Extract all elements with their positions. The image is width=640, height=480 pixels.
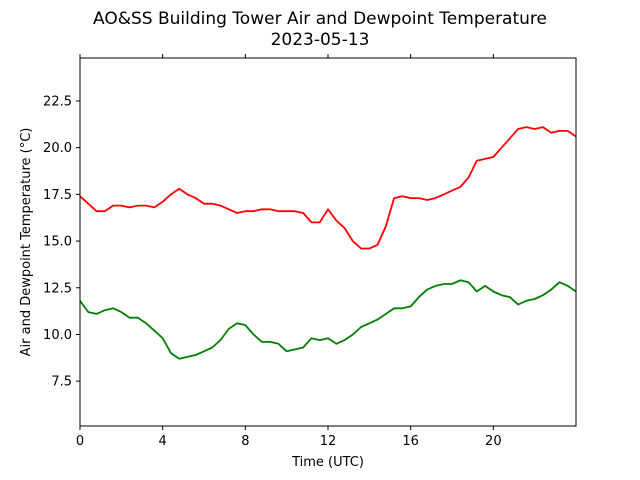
chart-subtitle: 2023-05-13 <box>271 30 370 50</box>
x-tick-label: 4 <box>159 434 167 449</box>
y-axis-label: Air and Dewpoint Temperature (°C) <box>19 128 34 357</box>
y-tick-label: 12.5 <box>43 281 72 296</box>
plot-frame <box>79 57 577 427</box>
y-tick-label: 7.5 <box>51 375 72 390</box>
y-tick-label: 22.5 <box>43 94 72 109</box>
x-tick-label: 20 <box>485 434 502 449</box>
y-tick-label: 20.0 <box>43 141 72 156</box>
x-tick-label: 16 <box>402 434 419 449</box>
series-line-1 <box>79 126 577 250</box>
x-tick-label: 12 <box>320 434 337 449</box>
y-tick-label: 15.0 <box>43 235 72 250</box>
y-tick-label: 10.0 <box>43 328 72 343</box>
axis-ticks: 0 4 8 12 16 20 7.5 10.0 12.5 15.0 17.5 20.0 22.5 <box>43 54 502 449</box>
x-tick-label: 8 <box>241 434 249 449</box>
x-tick-label: 0 <box>76 434 84 449</box>
x-axis-label: Time (UTC) <box>291 455 364 470</box>
series-line-2 <box>79 279 577 360</box>
y-tick-label: 17.5 <box>43 188 72 203</box>
chart-title: AO&SS Building Tower Air and Dewpoint Te… <box>93 9 547 29</box>
series-group <box>79 126 577 360</box>
